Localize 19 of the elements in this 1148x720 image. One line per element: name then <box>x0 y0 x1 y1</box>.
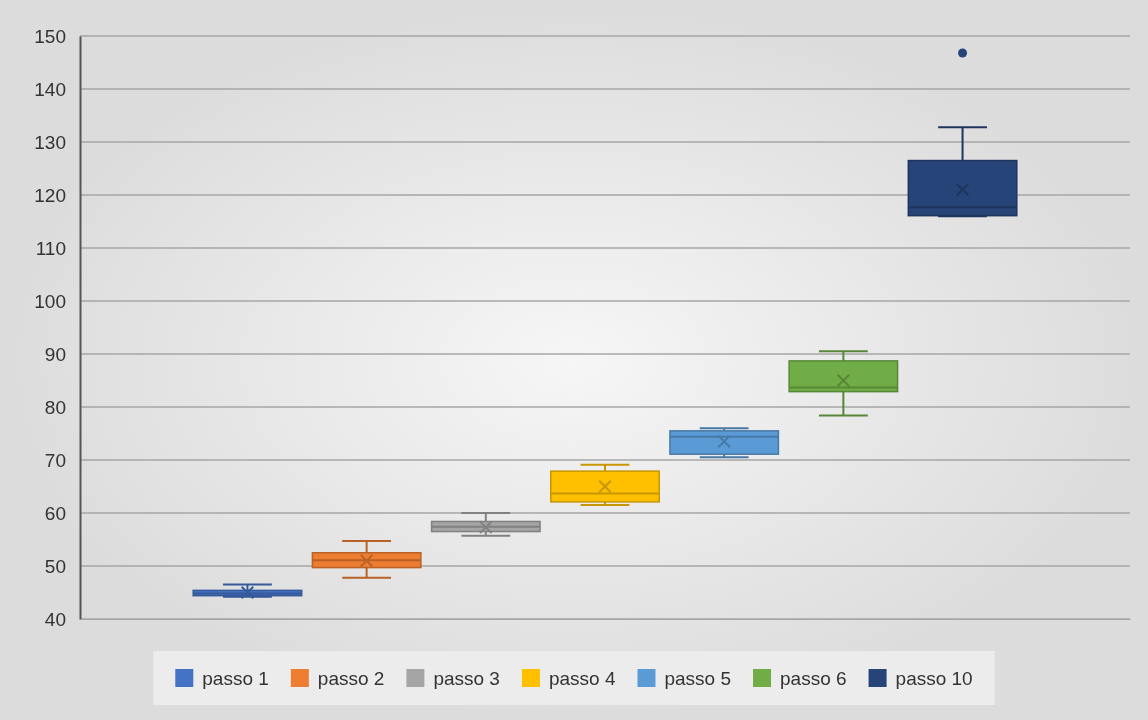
y-tick-label: 60 <box>44 502 66 524</box>
y-tick-label: 130 <box>34 131 66 153</box>
legend-label: passo 2 <box>317 668 385 689</box>
y-tick-label: 40 <box>44 608 66 630</box>
y-tick-label: 140 <box>34 78 66 100</box>
y-tick-label: 150 <box>34 25 66 47</box>
y-tick-label: 120 <box>34 184 66 206</box>
legend-label: passo 4 <box>548 668 616 689</box>
legend-label: passo 3 <box>433 668 500 689</box>
legend-label: passo 6 <box>780 668 847 689</box>
legend-label: passo 5 <box>664 668 732 689</box>
y-tick-label: 100 <box>34 290 66 312</box>
y-tick-label: 70 <box>44 449 66 471</box>
y-tick-label: 50 <box>44 555 66 577</box>
y-tick-label: 90 <box>44 343 66 365</box>
legend-label: passo 1 <box>202 668 269 689</box>
legend-label: passo 10 <box>895 668 973 689</box>
y-tick-label: 80 <box>44 396 66 418</box>
y-tick-label: 110 <box>35 237 66 259</box>
